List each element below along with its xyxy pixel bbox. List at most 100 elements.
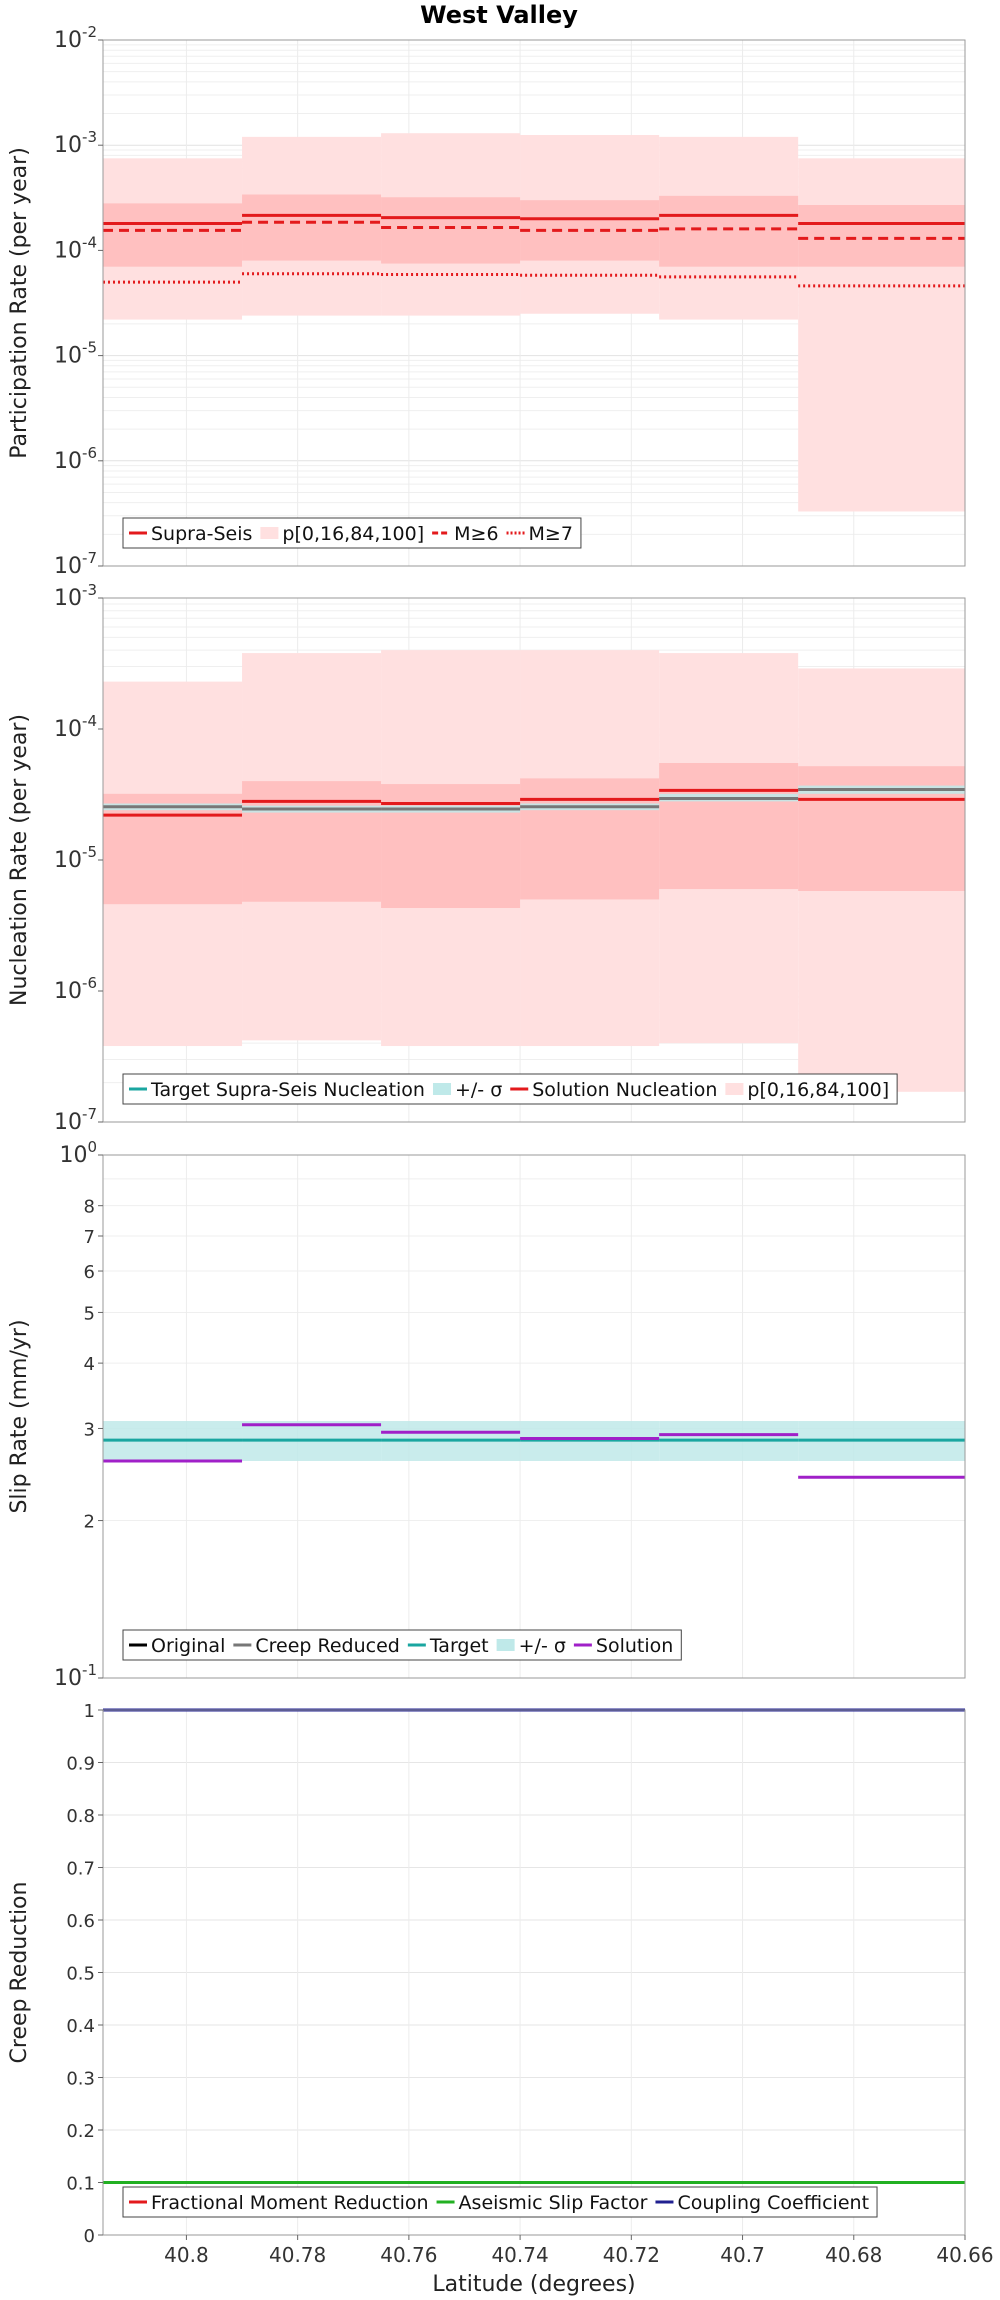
band-segment bbox=[520, 778, 660, 900]
legend-entry: Fractional Moment Reduction bbox=[129, 2192, 429, 2214]
y-tick-label: 10-3 bbox=[54, 581, 97, 611]
legend-label: Aseismic Slip Factor bbox=[459, 2192, 648, 2214]
y-tick-label: 1 bbox=[84, 1701, 95, 1722]
y-axis-label: Nucleation Rate (per year) bbox=[7, 714, 32, 1006]
legend-entry: p[0,16,84,100] bbox=[725, 1079, 889, 1101]
y-tick-label: 0.2 bbox=[66, 2121, 95, 2142]
y-axis-label: Participation Rate (per year) bbox=[7, 147, 32, 459]
y-tick-label: 10-3 bbox=[54, 128, 97, 158]
plot-frame bbox=[102, 1154, 966, 1679]
y-tick-label: 10-4 bbox=[54, 712, 97, 742]
y-tick-label: 0.8 bbox=[66, 1806, 95, 1827]
legend-box bbox=[122, 2186, 878, 2218]
y-tick-label: 10-7 bbox=[54, 549, 97, 579]
legend: Supra-Seis p[0,16,84,100] M≥6 M≥7 bbox=[122, 517, 582, 549]
legend-label: Solution Nucleation bbox=[532, 1079, 717, 1101]
legend: Original Creep Reduced Target +/- σ Solution bbox=[122, 1629, 682, 1661]
legend: Target Supra-Seis Nucleation +/- σ Solutio… bbox=[122, 1073, 898, 1105]
y-tick-label: 10-2 bbox=[54, 23, 97, 53]
y-tick-label: 5 bbox=[84, 1303, 95, 1324]
legend-label: Target Supra-Seis Nucleation bbox=[150, 1079, 425, 1101]
y-tick-label: 10-6 bbox=[54, 444, 97, 474]
y-tick-label: 0.4 bbox=[66, 2016, 95, 2037]
legend-entry: Supra-Seis bbox=[129, 523, 252, 545]
legend-entry: p[0,16,84,100] bbox=[260, 523, 424, 545]
legend-entry: Target bbox=[407, 1635, 489, 1657]
legend-swatch bbox=[496, 1639, 515, 1651]
y-tick-label: 0 bbox=[84, 2226, 95, 2247]
band-segment bbox=[242, 781, 382, 902]
x-tick-label: 40.68 bbox=[825, 2243, 882, 2267]
legend-label: p[0,16,84,100] bbox=[282, 523, 424, 545]
legend-label: +/- σ bbox=[519, 1635, 566, 1657]
legend-entry: +/- σ bbox=[496, 1635, 566, 1657]
legend-entry: +/- σ bbox=[432, 1079, 502, 1101]
band-segment bbox=[103, 203, 243, 267]
y-tick-label: 10-1 bbox=[54, 1661, 97, 1691]
y-tick-label: 6 bbox=[84, 1262, 95, 1283]
legend-swatch bbox=[725, 1083, 744, 1095]
legend-label: Target bbox=[429, 1635, 489, 1657]
x-tick-label: 40.8 bbox=[164, 2243, 209, 2267]
legend-label: Coupling Coefficient bbox=[677, 2192, 869, 2214]
band-segment bbox=[798, 766, 965, 891]
legend-label: +/- σ bbox=[455, 1079, 502, 1101]
y-tick-label: 0.7 bbox=[66, 1859, 95, 1880]
legend-label: Creep Reduced bbox=[255, 1635, 399, 1657]
y-axis-label: Slip Rate (mm/yr) bbox=[7, 1319, 32, 1513]
legend-box bbox=[122, 517, 582, 549]
legend-label: p[0,16,84,100] bbox=[747, 1079, 889, 1101]
plot-frame bbox=[102, 39, 966, 567]
legend-label: M≥6 bbox=[454, 523, 498, 545]
y-tick-label: 8 bbox=[84, 1197, 95, 1218]
y-tick-label: 10-4 bbox=[54, 233, 97, 263]
legend-entry: Target Supra-Seis Nucleation bbox=[129, 1079, 425, 1101]
y-tick-label: 0.9 bbox=[66, 1754, 95, 1775]
legend-label: Fractional Moment Reduction bbox=[151, 2192, 429, 2214]
legend-entry: Solution Nucleation bbox=[510, 1079, 717, 1101]
legend-entry: Coupling Coefficient bbox=[655, 2192, 869, 2214]
y-tick-label: 4 bbox=[84, 1354, 95, 1375]
legend-label: Supra-Seis bbox=[151, 523, 252, 545]
y-tick-label: 10-6 bbox=[54, 974, 97, 1004]
y-tick-label: 10-7 bbox=[54, 1105, 97, 1135]
band-segment bbox=[659, 763, 799, 890]
x-tick-label: 40.66 bbox=[936, 2243, 993, 2267]
legend-entry: Aseismic Slip Factor bbox=[436, 2192, 648, 2214]
y-tick-label: 0.1 bbox=[66, 2174, 95, 2195]
band-segment bbox=[242, 194, 382, 261]
legend-label: Solution bbox=[596, 1635, 673, 1657]
y-tick-label: 7 bbox=[84, 1227, 95, 1248]
band-segment bbox=[381, 197, 521, 264]
band-segment bbox=[798, 205, 965, 267]
x-tick-label: 40.76 bbox=[380, 2243, 437, 2267]
panel-1: 10-2 10-3 10-4 10-5 10-6 10-7 Participation Ra… bbox=[7, 1, 966, 579]
band-segment bbox=[103, 793, 243, 905]
legend-entry: Creep Reduced bbox=[233, 1635, 400, 1657]
chart-title: West Valley bbox=[420, 1, 578, 29]
x-tick-label: 40.7 bbox=[720, 2243, 765, 2267]
legend-label: Original bbox=[151, 1635, 225, 1657]
x-tick-label: 40.72 bbox=[603, 2243, 660, 2267]
y-tick-label: 10-5 bbox=[54, 843, 97, 873]
legend-swatch bbox=[432, 1083, 451, 1095]
band-segment bbox=[659, 195, 799, 267]
x-tick-label: 40.74 bbox=[491, 2243, 548, 2267]
y-tick-label: 0.6 bbox=[66, 1911, 95, 1932]
y-tick-label: 100 bbox=[59, 1138, 97, 1168]
legend: Fractional Moment Reduction Aseismic Slip… bbox=[122, 2186, 878, 2218]
legend-entry: M≥6 bbox=[432, 523, 499, 545]
legend-label: M≥7 bbox=[529, 523, 573, 545]
panel-4: 1 0.9 0.8 0.7 0.6 0.5 0.4 0.3 0.2 0.1 0 Creep Reduc… bbox=[7, 1701, 994, 2297]
x-tick-label: 40.78 bbox=[269, 2243, 326, 2267]
y-axis-label: Creep Reduction bbox=[7, 1882, 32, 2064]
legend-swatch bbox=[260, 527, 279, 539]
x-axis-label: Latitude (degrees) bbox=[432, 2272, 635, 2297]
legend-entry: Original bbox=[129, 1635, 225, 1657]
y-tick-label: 3 bbox=[84, 1419, 95, 1440]
y-tick-label: 10-5 bbox=[54, 339, 97, 369]
legend-box bbox=[122, 1073, 898, 1105]
legend-entry: Solution bbox=[573, 1635, 673, 1657]
panel-2: 10-3 10-4 10-5 10-6 10-7 Nucleation Rate (per… bbox=[7, 581, 966, 1135]
